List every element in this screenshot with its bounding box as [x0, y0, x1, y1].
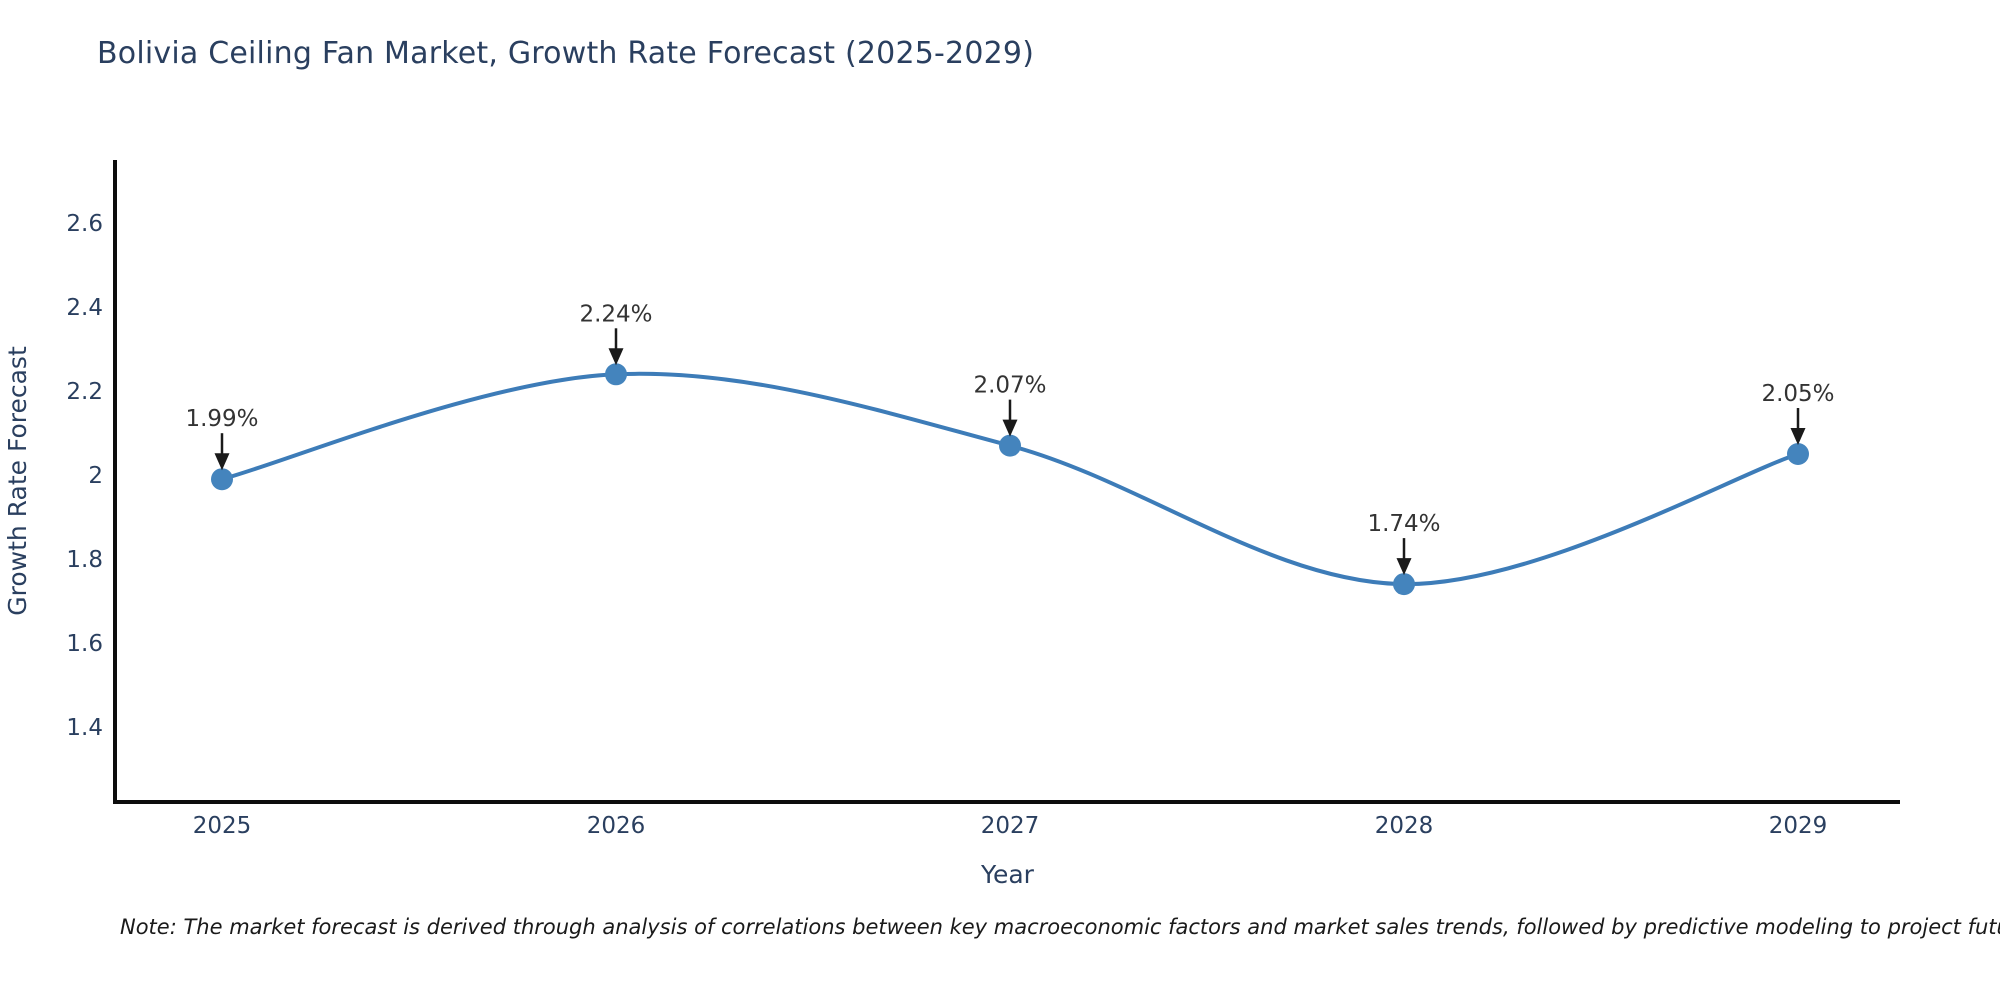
- x-tick-label: 2027: [981, 813, 1040, 839]
- y-tick-label: 2: [88, 463, 103, 489]
- x-tick-label: 2026: [587, 813, 646, 839]
- y-tick-label: 2.4: [66, 295, 103, 321]
- y-axis-title: Growth Rate Forecast: [3, 346, 32, 616]
- x-tick-label: 2029: [1769, 813, 1828, 839]
- y-tick-label: 2.6: [66, 211, 103, 237]
- x-axis-title: Year: [980, 860, 1035, 889]
- point-value-label: 1.99%: [185, 406, 258, 432]
- data-point: [1393, 573, 1415, 596]
- footnote: Note: The market forecast is derived thr…: [120, 915, 2000, 939]
- annotation-arrowhead: [1396, 558, 1412, 576]
- annotation-arrowhead: [1002, 419, 1018, 437]
- point-value-label: 2.05%: [1761, 381, 1834, 407]
- axis-lines: [113, 160, 1900, 804]
- y-tick-label: 2.2: [66, 379, 103, 405]
- data-point: [605, 363, 627, 386]
- x-tick-label: 2028: [1375, 813, 1434, 839]
- annotation-arrowhead: [214, 453, 230, 471]
- data-point: [1787, 443, 1809, 466]
- annotation-arrowhead: [608, 348, 624, 366]
- point-value-label: 2.07%: [973, 373, 1046, 399]
- x-tick-label: 2025: [193, 813, 252, 839]
- data-point: [211, 468, 233, 491]
- data-point: [999, 434, 1021, 457]
- point-value-label: 2.24%: [579, 301, 652, 327]
- y-tick-label: 1.8: [66, 547, 103, 573]
- point-value-label: 1.74%: [1367, 511, 1440, 537]
- chart-title: Bolivia Ceiling Fan Market, Growth Rate …: [97, 36, 1035, 71]
- y-tick-label: 1.6: [66, 631, 103, 657]
- plot-area: 1.4 1.6 1.8 2 2.2 2.4 2.6 2025 2026 2027 2028 2029 Y…: [3, 160, 1900, 889]
- y-tick-label: 1.4: [66, 715, 103, 741]
- annotation-arrowhead: [1790, 428, 1806, 446]
